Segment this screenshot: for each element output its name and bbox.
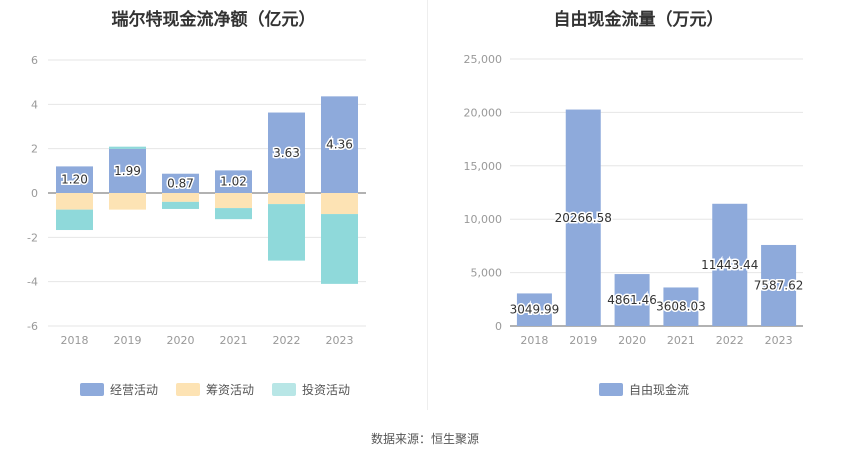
bar-segment — [162, 173, 199, 193]
data-label: 11443.44 — [701, 258, 758, 272]
x-tick-label: 2020 — [618, 334, 646, 347]
y-tick-label: 25,000 — [464, 53, 503, 66]
bar-segment — [321, 96, 358, 193]
chart-divider — [427, 0, 428, 410]
y-tick-label: 2 — [31, 143, 38, 156]
bar-segment — [268, 112, 305, 193]
y-tick-label: 0 — [495, 320, 502, 333]
y-tick-label: 4 — [31, 98, 38, 111]
right-chart-legend: 自由现金流 — [599, 381, 689, 398]
bar-segment — [56, 193, 93, 210]
bar — [663, 287, 699, 326]
data-source-note: 数据来源：恒生聚源 — [370, 432, 479, 446]
bar — [516, 293, 552, 326]
x-tick-label: 2023 — [326, 334, 354, 347]
data-label: 4861.46 — [607, 293, 657, 307]
data-label: 20266.58 — [555, 211, 612, 225]
bar-segment — [321, 193, 358, 215]
data-label: 0.87 — [167, 176, 194, 190]
x-tick-label: 2023 — [765, 334, 793, 347]
bar-segment — [109, 146, 146, 149]
legend-label: 经营活动 — [110, 383, 159, 397]
bar — [712, 203, 748, 326]
x-tick-label: 2021 — [220, 334, 248, 347]
left-chart-plot: -6 -4 -2 0 2 4 6 1.20 2018 1.99 2019 0.87 2020 1.02 20… — [27, 54, 366, 347]
y-tick-label: 20,000 — [464, 106, 503, 119]
data-label: 3608.03 — [656, 300, 706, 314]
left-chart-legend: 经营活动 筹资活动 投资活动 — [80, 381, 350, 398]
x-tick-label: 2020 — [167, 334, 195, 347]
bar-segment — [56, 166, 93, 193]
bar-segment — [162, 201, 199, 209]
bar-segment — [215, 208, 252, 220]
bar — [565, 109, 601, 327]
legend-item-financing[interactable]: 筹资活动 — [176, 381, 254, 398]
bar — [614, 274, 650, 326]
y-tick-label: 10,000 — [464, 213, 503, 226]
y-tick-label: -2 — [27, 231, 38, 244]
bar — [761, 244, 797, 326]
bar-segment — [215, 193, 252, 209]
left-chart-title: 瑞尔特现金流净额（亿元） — [111, 10, 316, 30]
data-label: 7587.62 — [754, 278, 804, 292]
data-label: 1.99 — [114, 164, 141, 178]
y-tick-label: -6 — [27, 320, 38, 333]
bar-segment — [162, 193, 199, 202]
x-tick-label: 2018 — [520, 334, 548, 347]
y-tick-label: 0 — [31, 187, 38, 200]
right-chart-plot: 0 5,000 10,000 15,000 20,000 25,000 3049.99 201… — [464, 53, 805, 347]
x-tick-label: 2018 — [61, 334, 89, 347]
bar-segment — [215, 170, 252, 193]
x-tick-label: 2022 — [716, 334, 744, 347]
legend-swatch — [176, 383, 201, 396]
legend-label: 投资活动 — [302, 383, 351, 397]
legend-item-operating[interactable]: 经营活动 — [80, 381, 158, 398]
legend-item-investing[interactable]: 投资活动 — [272, 381, 350, 398]
legend-label: 自由现金流 — [629, 383, 690, 397]
data-label: 4.36 — [326, 138, 353, 152]
data-label: 3.63 — [273, 146, 300, 160]
legend-label: 筹资活动 — [206, 383, 255, 397]
y-tick-label: 5,000 — [471, 267, 503, 280]
bar-segment — [268, 193, 305, 205]
x-tick-label: 2021 — [667, 334, 695, 347]
bar-segment — [268, 204, 305, 261]
y-tick-label: 6 — [31, 54, 38, 67]
bar-segment — [109, 193, 146, 210]
legend-swatch — [272, 383, 297, 396]
legend-swatch — [80, 383, 104, 396]
bar-segment — [109, 148, 146, 193]
legend-item-free-cash-flow[interactable]: 自由现金流 — [599, 381, 689, 398]
x-tick-label: 2019 — [114, 334, 142, 347]
data-label: 1.20 — [61, 173, 88, 187]
data-label: 3049.99 — [510, 303, 560, 317]
data-label: 1.02 — [220, 175, 247, 189]
y-tick-label: 15,000 — [464, 160, 503, 173]
x-tick-label: 2019 — [569, 334, 597, 347]
y-tick-label: -4 — [27, 276, 38, 289]
bar-segment — [321, 214, 358, 284]
x-tick-label: 2022 — [273, 334, 301, 347]
bar-segment — [56, 209, 93, 231]
right-chart-title: 自由现金流量（万元） — [553, 10, 724, 30]
legend-swatch — [599, 383, 623, 396]
